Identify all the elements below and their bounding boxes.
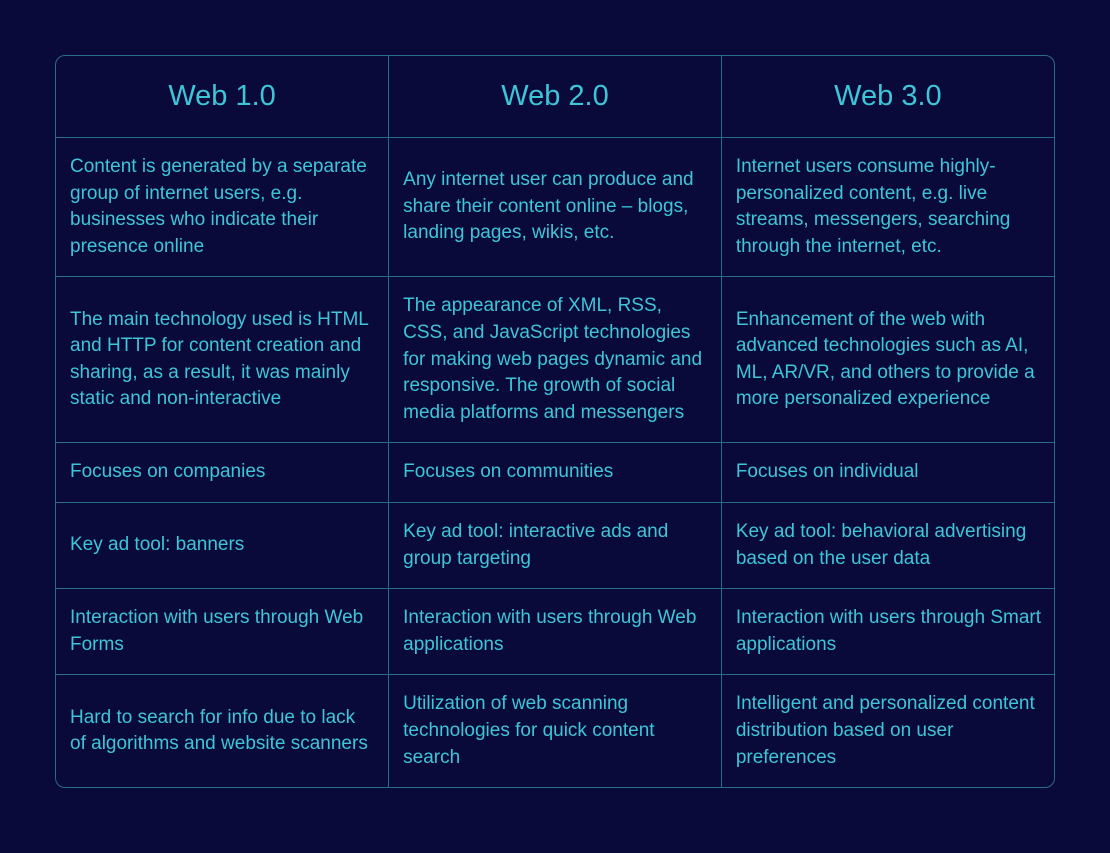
- comparison-table: Web 1.0 Web 2.0 Web 3.0 Content is gener…: [56, 56, 1054, 787]
- table-cell: Focuses on companies: [56, 443, 389, 503]
- comparison-table-wrapper: Web 1.0 Web 2.0 Web 3.0 Content is gener…: [55, 55, 1055, 788]
- header-row: Web 1.0 Web 2.0 Web 3.0: [56, 56, 1054, 138]
- table-cell: Key ad tool: banners: [56, 502, 389, 588]
- table-cell: Utilization of web scanning technologies…: [389, 675, 722, 787]
- table-cell: Interaction with users through Web appli…: [389, 589, 722, 675]
- table-row: Hard to search for info due to lack of a…: [56, 675, 1054, 787]
- table-cell: Enhancement of the web with advanced tec…: [721, 277, 1054, 443]
- table-row: Interaction with users through Web Forms…: [56, 589, 1054, 675]
- table-body: Content is generated by a separate group…: [56, 138, 1054, 788]
- table-cell: Intelligent and personalized content dis…: [721, 675, 1054, 787]
- table-row: Focuses on companies Focuses on communit…: [56, 443, 1054, 503]
- table-row: Content is generated by a separate group…: [56, 138, 1054, 277]
- table-cell: Key ad tool: interactive ads and group t…: [389, 502, 722, 588]
- table-header: Web 1.0 Web 2.0 Web 3.0: [56, 56, 1054, 138]
- table-cell: The appearance of XML, RSS, CSS, and Jav…: [389, 277, 722, 443]
- table-cell: Interaction with users through Web Forms: [56, 589, 389, 675]
- column-header-web3: Web 3.0: [721, 56, 1054, 138]
- column-header-web2: Web 2.0: [389, 56, 722, 138]
- table-cell: Focuses on communities: [389, 443, 722, 503]
- table-cell: Interaction with users through Smart app…: [721, 589, 1054, 675]
- column-header-web1: Web 1.0: [56, 56, 389, 138]
- table-cell: Hard to search for info due to lack of a…: [56, 675, 389, 787]
- table-row: Key ad tool: banners Key ad tool: intera…: [56, 502, 1054, 588]
- table-cell: The main technology used is HTML and HTT…: [56, 277, 389, 443]
- table-cell: Internet users consume highly-personaliz…: [721, 138, 1054, 277]
- table-cell: Focuses on individual: [721, 443, 1054, 503]
- table-cell: Key ad tool: behavioral advertising base…: [721, 502, 1054, 588]
- table-cell: Any internet user can produce and share …: [389, 138, 722, 277]
- table-row: The main technology used is HTML and HTT…: [56, 277, 1054, 443]
- table-cell: Content is generated by a separate group…: [56, 138, 389, 277]
